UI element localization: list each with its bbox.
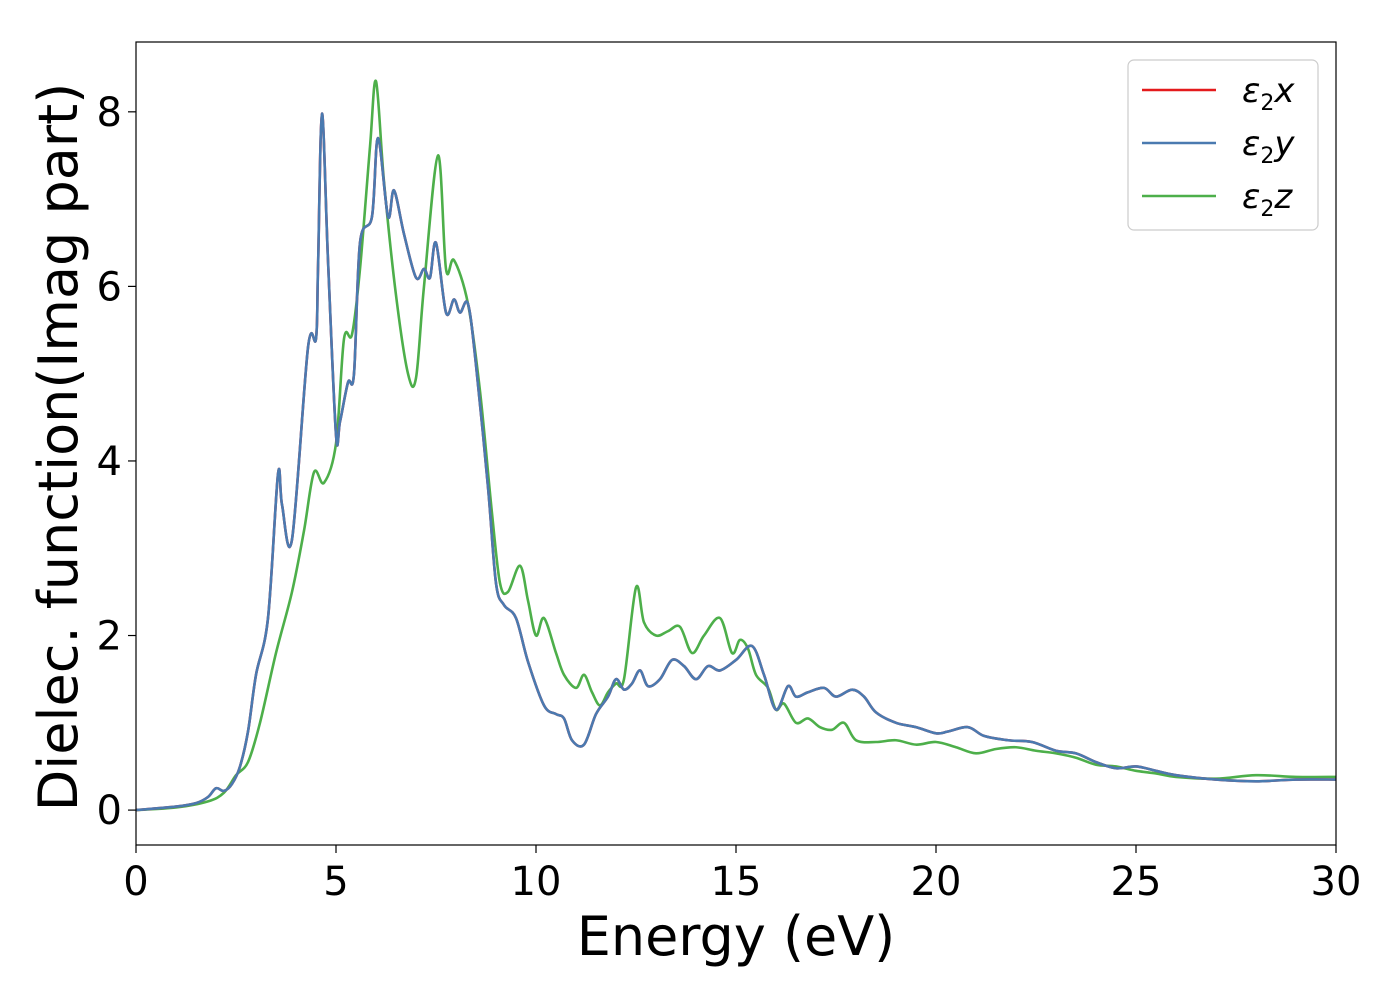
x-axis-ticks: 0 5 10 15 20 25 30 xyxy=(123,845,1361,905)
series-layer xyxy=(135,79,1337,812)
legend-box xyxy=(1127,59,1319,231)
x-tick-label: 0 xyxy=(123,859,148,905)
legend-label-z: ε2z xyxy=(1242,177,1293,222)
x-axis-title: Energy (eV) xyxy=(577,905,896,968)
x-tick-label: 25 xyxy=(1111,859,1162,905)
y-axis-title: Dielec. function(Imag part) xyxy=(27,83,90,812)
legend: ε2x ε2y ε2z xyxy=(1127,59,1319,231)
y-axis-ticks: 0 2 4 6 8 xyxy=(97,90,136,834)
x-tick-label: 30 xyxy=(1311,859,1362,905)
legend-label-y: ε2y xyxy=(1242,124,1295,169)
series-line-y xyxy=(135,112,1337,812)
y-tick-label: 4 xyxy=(97,439,122,485)
y-tick-label: 0 xyxy=(97,788,122,834)
legend-label-x: ε2x xyxy=(1242,71,1295,116)
y-tick-label: 6 xyxy=(97,264,122,310)
y-tick-label: 8 xyxy=(97,90,122,136)
x-tick-label: 15 xyxy=(711,859,762,905)
x-tick-label: 5 xyxy=(323,859,348,905)
y-tick-label: 2 xyxy=(97,614,122,660)
x-tick-label: 20 xyxy=(911,859,962,905)
x-tick-label: 10 xyxy=(511,859,562,905)
